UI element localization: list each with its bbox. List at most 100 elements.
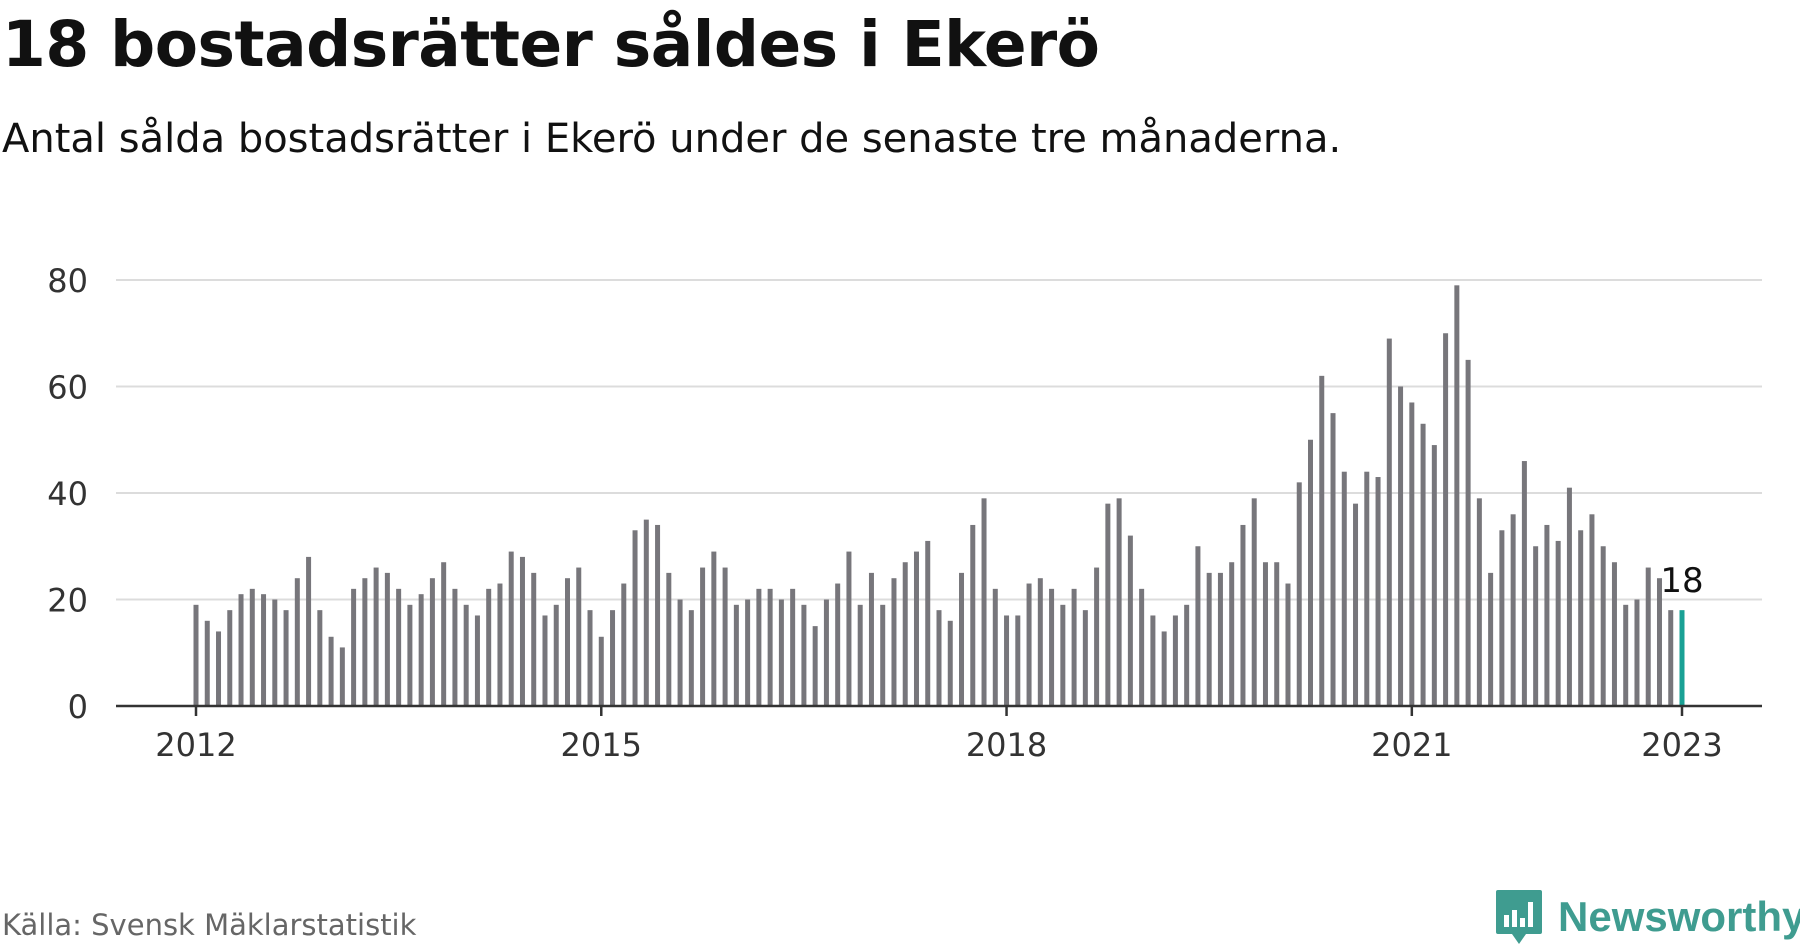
bar-30 [531,572,537,706]
x-tick-label-2023: 2023 [1641,726,1722,764]
bar-94 [1251,498,1257,706]
bar-89 [1195,546,1201,706]
bar-17 [384,572,390,706]
bar-108 [1409,402,1415,706]
bar-40 [643,519,649,706]
chart-title: 18 bostadsrätter såldes i Ekerö [2,8,1100,81]
bar-129 [1645,567,1651,706]
bar-81 [1105,503,1111,706]
bar-33 [565,578,570,706]
bar-37 [610,610,616,706]
bar-34 [576,567,582,706]
bar-58 [846,551,852,706]
bar-109 [1420,423,1426,706]
bar-46 [711,551,717,706]
bar-28 [508,551,514,706]
brand-name: Newsworthy [1558,893,1800,940]
y-axis-ticks: 0 20 40 60 80 [47,262,88,726]
bar-20 [418,594,424,706]
bar-16 [373,567,379,706]
bar-64 [913,551,919,706]
bar-95 [1262,562,1268,706]
bar-117 [1510,514,1516,706]
brand-logo: Newsworthy [1494,888,1800,946]
bar-15 [362,578,368,706]
bar-75 [1037,578,1043,706]
data-label-last: 18 [1660,561,1703,601]
bar-77 [1060,604,1066,706]
bar-72 [1004,615,1010,706]
bar-9 [294,578,300,706]
bar-1 [204,620,210,706]
bar-119 [1533,546,1539,706]
bar-52 [778,599,784,706]
bar-127 [1623,604,1629,706]
bar-10 [306,556,312,706]
bar-8 [283,610,289,706]
bar-103 [1353,503,1359,706]
bar-84 [1139,588,1145,706]
bar-49 [745,599,751,706]
bar-14 [351,588,357,706]
bar-38 [621,583,627,706]
x-tick-label-2021: 2021 [1371,726,1452,764]
bar-59 [857,604,863,706]
bar-76 [1049,588,1055,706]
x-tick-label-2012: 2012 [155,726,236,764]
bar-66 [936,610,942,706]
bar-90 [1206,572,1212,706]
bar-19 [407,604,413,706]
bar-6 [261,594,267,706]
bar-48 [733,604,739,706]
bar-73 [1015,615,1021,706]
bar-115 [1488,572,1494,706]
bar-43 [677,599,683,706]
data-labels: 18 [1660,561,1703,601]
bar-110 [1431,445,1437,706]
y-tick-label-0: 0 [68,688,88,726]
bar-36 [598,636,604,706]
bar-56 [823,599,829,706]
bar-67 [947,620,953,706]
bar-74 [1026,583,1032,706]
bar-13 [339,647,345,706]
bar-12 [328,636,334,706]
bar-106 [1386,338,1392,706]
newsworthy-logo-icon [1496,890,1542,944]
bar-31 [542,615,548,706]
bar-45 [700,567,706,706]
bar-97 [1285,583,1291,706]
bar-54 [801,604,807,706]
bar-51 [767,588,773,706]
bar-47 [722,567,728,706]
bar-50 [756,588,762,706]
y-tick-label-80: 80 [47,262,88,300]
source-note: Källa: Svensk Mäklarstatistik [2,908,417,942]
bar-42 [666,572,672,706]
grid-lines [116,279,1762,601]
bar-7 [272,599,278,706]
bar-71 [992,588,998,706]
bar-24 [463,604,469,706]
y-tick-label-20: 20 [47,582,88,620]
bar-3 [227,610,233,706]
bar-57 [835,583,841,706]
bar-104 [1364,471,1370,706]
bar-87 [1172,615,1178,706]
bar-83 [1127,535,1133,706]
bar-35 [587,610,593,706]
bar-96 [1274,562,1280,706]
x-tick-label-2015: 2015 [561,726,642,764]
bar-22 [441,562,447,706]
bar-80 [1094,567,1100,706]
bar-61 [880,604,886,706]
bar-120 [1544,524,1550,706]
bar-4 [238,594,244,706]
bar-132 [1679,610,1685,706]
bar-69 [970,524,976,706]
bar-32 [553,604,559,706]
bar-105 [1375,477,1381,706]
bar-18 [396,588,402,706]
bar-63 [902,562,908,706]
bar-116 [1499,530,1505,706]
